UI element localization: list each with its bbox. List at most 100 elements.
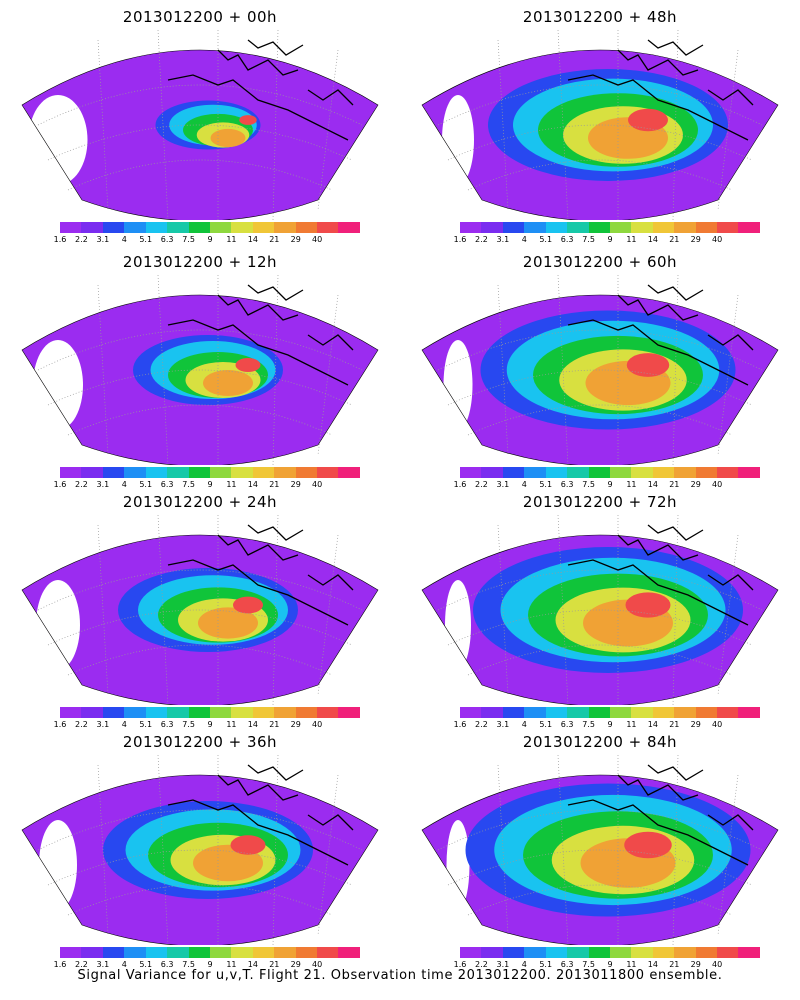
colorbar-tick-label: 3.1 xyxy=(96,235,110,244)
colorbar-swatch xyxy=(60,707,82,718)
variance-map xyxy=(421,755,779,945)
colorbar-swatch xyxy=(124,222,146,233)
colorbar-swatch xyxy=(167,947,189,958)
colorbar-tick-label: 4 xyxy=(121,480,127,489)
colorbar-swatch xyxy=(317,222,339,233)
colorbar xyxy=(460,222,760,233)
colorbar-swatch xyxy=(524,947,546,958)
colorbar-tick-label: 3.1 xyxy=(496,720,510,729)
colorbar-swatch xyxy=(545,947,568,958)
colorbar-tick-label: 3.1 xyxy=(96,720,110,729)
map-panel: 2013012200 + 84h 1.6 2.2 3.1 4 5.1 6.3 7.5 9 11 14… xyxy=(400,725,800,970)
map-panel: 2013012200 + 00h 1.6 2.2 3.1 4 5.1 6.3 7.5 9 11 14… xyxy=(0,0,400,245)
colorbar-swatch xyxy=(502,222,525,233)
colorbar-tick-label: 4 xyxy=(521,480,527,489)
colorbar-tick-label: 11 xyxy=(626,960,637,969)
colorbar-swatch xyxy=(102,707,125,718)
colorbar-tick-label: 11 xyxy=(226,960,237,969)
colorbar-swatch xyxy=(124,467,146,478)
colorbar-tick-label: 9 xyxy=(607,960,613,969)
colorbar-tick-label: 29 xyxy=(290,720,301,729)
colorbar-ticks: 1.6 2.2 3.1 4 5.1 6.3 7.5 9 11 14 21 29 40 xyxy=(454,480,760,490)
variance-map xyxy=(421,275,779,465)
map-panel: 2013012200 + 24h 1.6 2.2 3.1 4 5.1 6.3 7.5 9 11 14… xyxy=(0,485,400,730)
colorbar-tick-label: 6.3 xyxy=(160,960,174,969)
colorbar-swatch xyxy=(588,707,610,718)
colorbar-swatch xyxy=(60,222,82,233)
panel-title: 2013012200 + 48h xyxy=(522,8,678,26)
colorbar-tick-label: 3.1 xyxy=(96,480,110,489)
colorbar-swatch xyxy=(567,222,589,233)
colorbar-tick-label: 11 xyxy=(626,480,637,489)
colorbar-swatch xyxy=(295,707,318,718)
colorbar-tick-label: 40 xyxy=(712,720,723,729)
colorbar-swatch xyxy=(167,707,189,718)
colorbar-swatch xyxy=(145,467,168,478)
colorbar-swatch xyxy=(252,707,275,718)
colorbar-swatch xyxy=(738,707,760,718)
colorbar-tick-label: 1.6 xyxy=(53,480,67,489)
colorbar-swatch xyxy=(231,222,253,233)
colorbar-swatch xyxy=(738,222,760,233)
colorbar-swatch xyxy=(145,707,168,718)
colorbar xyxy=(460,947,760,958)
colorbar-swatch xyxy=(545,707,568,718)
colorbar-swatch xyxy=(481,947,503,958)
colorbar-swatch xyxy=(567,707,589,718)
colorbar-tick-label: 5.1 xyxy=(539,235,553,244)
colorbar-swatch xyxy=(481,707,503,718)
colorbar-tick-label: 7.5 xyxy=(182,720,195,729)
colorbar-swatch xyxy=(102,467,125,478)
colorbar-tick-label: 4 xyxy=(121,720,127,729)
colorbar xyxy=(60,707,360,718)
colorbar-swatch xyxy=(588,947,610,958)
colorbar-tick-label: 2.2 xyxy=(475,720,488,729)
colorbar-tick-label: 21 xyxy=(269,480,280,489)
colorbar-tick-label: 29 xyxy=(290,480,301,489)
colorbar-swatch xyxy=(674,467,696,478)
colorbar-swatch xyxy=(295,467,318,478)
colorbar-swatch xyxy=(674,707,696,718)
colorbar-tick-label: 3.1 xyxy=(96,960,110,969)
colorbar-swatch xyxy=(167,467,189,478)
colorbar-swatch xyxy=(60,467,82,478)
colorbar-swatch xyxy=(460,467,482,478)
colorbar-swatch xyxy=(145,222,168,233)
colorbar-tick-label: 21 xyxy=(269,235,280,244)
colorbar-swatch xyxy=(295,222,318,233)
colorbar-swatch xyxy=(317,467,339,478)
colorbar-tick-label: 7.5 xyxy=(582,720,595,729)
colorbar-swatch xyxy=(252,947,275,958)
colorbar-swatch xyxy=(102,947,125,958)
colorbar-swatch xyxy=(545,467,568,478)
colorbar-tick-label: 29 xyxy=(290,235,301,244)
colorbar-swatch xyxy=(588,222,610,233)
colorbar-swatch xyxy=(717,707,739,718)
colorbar-ticks: 1.6 2.2 3.1 4 5.1 6.3 7.5 9 11 14 21 29 40 xyxy=(454,960,760,970)
colorbar-swatch xyxy=(460,707,482,718)
colorbar-swatch xyxy=(188,947,210,958)
colorbar-tick-label: 9 xyxy=(607,720,613,729)
colorbar-swatch xyxy=(695,707,718,718)
colorbar-swatch xyxy=(317,707,339,718)
colorbar xyxy=(460,707,760,718)
colorbar-swatch xyxy=(609,707,632,718)
colorbar-swatch xyxy=(524,222,546,233)
colorbar-swatch xyxy=(695,947,718,958)
colorbar-swatch xyxy=(567,467,589,478)
colorbar-tick-label: 14 xyxy=(247,960,258,969)
colorbar-tick-label: 14 xyxy=(647,720,658,729)
colorbar-swatch xyxy=(188,707,210,718)
colorbar-tick-label: 2.2 xyxy=(475,480,488,489)
colorbar-swatch xyxy=(674,222,696,233)
colorbar-swatch xyxy=(338,947,360,958)
colorbar-ticks: 1.6 2.2 3.1 4 5.1 6.3 7.5 9 11 14 21 29 40 xyxy=(54,720,360,730)
colorbar-tick-label: 6.3 xyxy=(560,720,574,729)
colorbar-tick-label: 14 xyxy=(247,235,258,244)
colorbar-swatch xyxy=(209,222,232,233)
colorbar-tick-label: 2.2 xyxy=(475,235,488,244)
colorbar-tick-label: 11 xyxy=(626,235,637,244)
colorbar-swatch xyxy=(81,707,103,718)
variance-map xyxy=(421,30,779,220)
colorbar-swatch xyxy=(231,467,253,478)
